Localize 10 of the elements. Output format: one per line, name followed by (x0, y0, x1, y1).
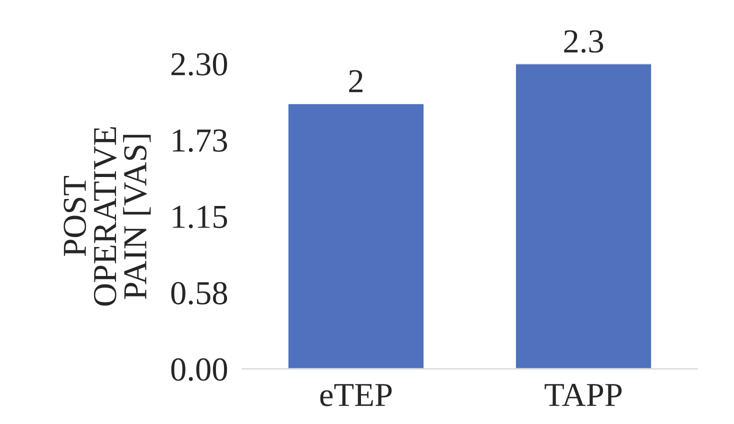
y-axis-title: POST OPERATIVE PAIN [VAS] (64, 127, 151, 306)
y-tick-label: 1.15 (172, 206, 228, 228)
data-label: 2.3 (564, 30, 604, 53)
y-tick-label: 1.73 (172, 129, 228, 152)
y-tick-label: 2.30 (171, 53, 228, 76)
data-label: 2 (349, 70, 362, 92)
y-tick-label: 0.00 (171, 358, 228, 381)
y-tick-label: 0.58 (171, 282, 228, 305)
x-tick-label: TAPP (544, 384, 622, 406)
x-tick-label: eTEP (320, 384, 392, 406)
